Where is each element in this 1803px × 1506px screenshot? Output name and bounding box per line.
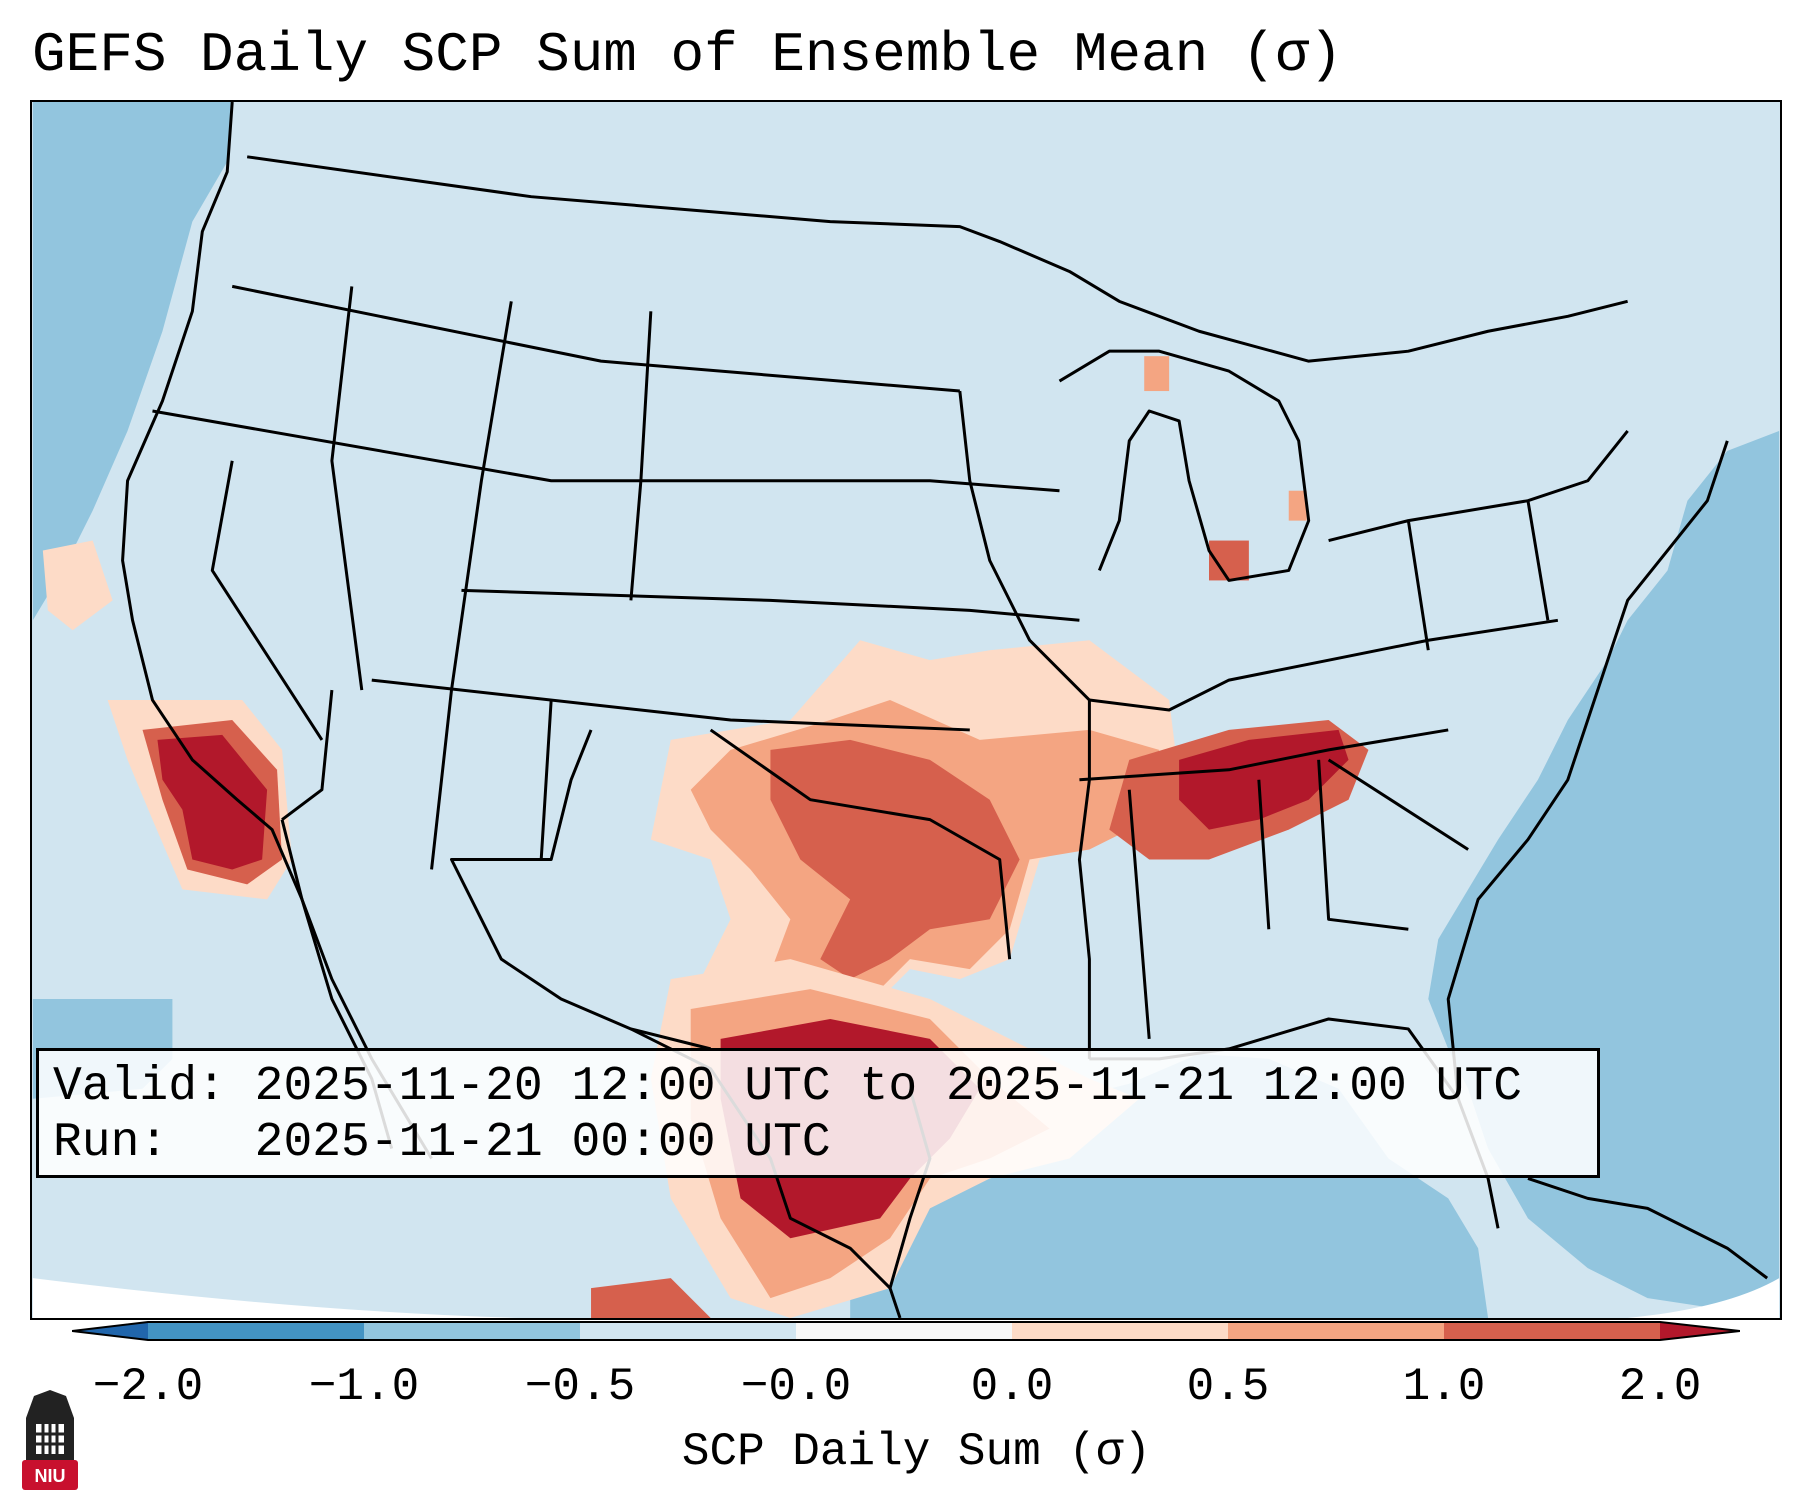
valid-text: 2025-11-20 12:00 UTC to 2025-11-21 12:00… xyxy=(254,1060,1523,1114)
colorbar-over-arrow xyxy=(1660,1322,1740,1340)
arizona-nm-border xyxy=(281,689,553,870)
chart-title: GEFS Daily SCP Sum of Ensemble Mean (σ) xyxy=(32,23,1343,87)
logo-text: NIU xyxy=(35,1466,66,1486)
colorbar-tick-label: 1.0 xyxy=(1402,1361,1486,1413)
scp-area-nca-light xyxy=(42,540,113,631)
mountain-verticals xyxy=(330,286,653,691)
colorbar-segment xyxy=(1012,1322,1228,1340)
nevada-border xyxy=(210,460,324,741)
projection-edge-right xyxy=(1627,1278,1780,1318)
atlantic-ocean xyxy=(1428,430,1780,1318)
ohio-valley xyxy=(1089,618,1559,712)
great-lakes-shore xyxy=(1058,349,1311,582)
scp-area-ca-dark xyxy=(157,734,268,870)
colorbar-segment xyxy=(364,1322,580,1340)
central-tier-split xyxy=(152,409,1060,493)
colorbar-tick-label: 2.0 xyxy=(1618,1361,1702,1413)
colorbar-tick-label: 0.5 xyxy=(1186,1361,1270,1413)
northern-tier-split xyxy=(231,284,960,393)
colorbar-segment xyxy=(796,1322,1012,1340)
projection-edge-left xyxy=(32,1278,731,1318)
scp-area-michigan xyxy=(1288,490,1307,521)
cuba xyxy=(1527,1177,1769,1280)
coastline-west xyxy=(121,102,433,1160)
colorbar-segment xyxy=(580,1322,796,1340)
scp-area-plains-red xyxy=(770,739,1020,980)
colorbar-tick-label: 0.0 xyxy=(970,1361,1054,1413)
colorbar-segment xyxy=(148,1322,364,1340)
colorbar-outline xyxy=(72,1321,1740,1341)
atlantic-coast xyxy=(1446,440,1729,1099)
colorbar-segment xyxy=(1228,1322,1444,1340)
map-panel xyxy=(30,100,1782,1320)
pacific-ocean xyxy=(32,102,233,621)
run-label: Run: xyxy=(53,1116,169,1170)
colorbar xyxy=(72,1321,1740,1341)
colorbar-tick-label: −1.0 xyxy=(308,1361,420,1413)
texas-west-border xyxy=(450,729,712,1051)
run-text: 2025-11-21 00:00 UTC xyxy=(254,1116,831,1170)
colorbar-tick-label: −2.0 xyxy=(92,1361,204,1413)
colorbar-tick-label: −0.0 xyxy=(740,1361,852,1413)
kansas-north-border xyxy=(461,588,1080,622)
oklahoma-texas-border xyxy=(709,728,1012,960)
canada-us-border xyxy=(246,155,1628,363)
scp-area-mexico xyxy=(591,1278,711,1318)
kansas-south-border xyxy=(371,678,970,732)
northeast-borders xyxy=(1328,429,1629,651)
valid-label: Valid: xyxy=(53,1060,226,1114)
valid-run-info-box: Valid: 2025-11-20 12:00 UTC to 2025-11-2… xyxy=(36,1048,1600,1178)
southeast-borders xyxy=(1127,758,1469,1040)
tennessee-border xyxy=(1079,728,1449,782)
scp-area-upper-mi xyxy=(1144,356,1170,392)
colorbar-label: SCP Daily Sum (σ) xyxy=(681,1426,1152,1478)
niu-tower-icon: NIU xyxy=(22,1390,78,1490)
colorbar-tick-label: −0.5 xyxy=(524,1361,636,1413)
colorbar-segment xyxy=(1444,1322,1660,1340)
colorbar-under-arrow xyxy=(72,1322,148,1340)
